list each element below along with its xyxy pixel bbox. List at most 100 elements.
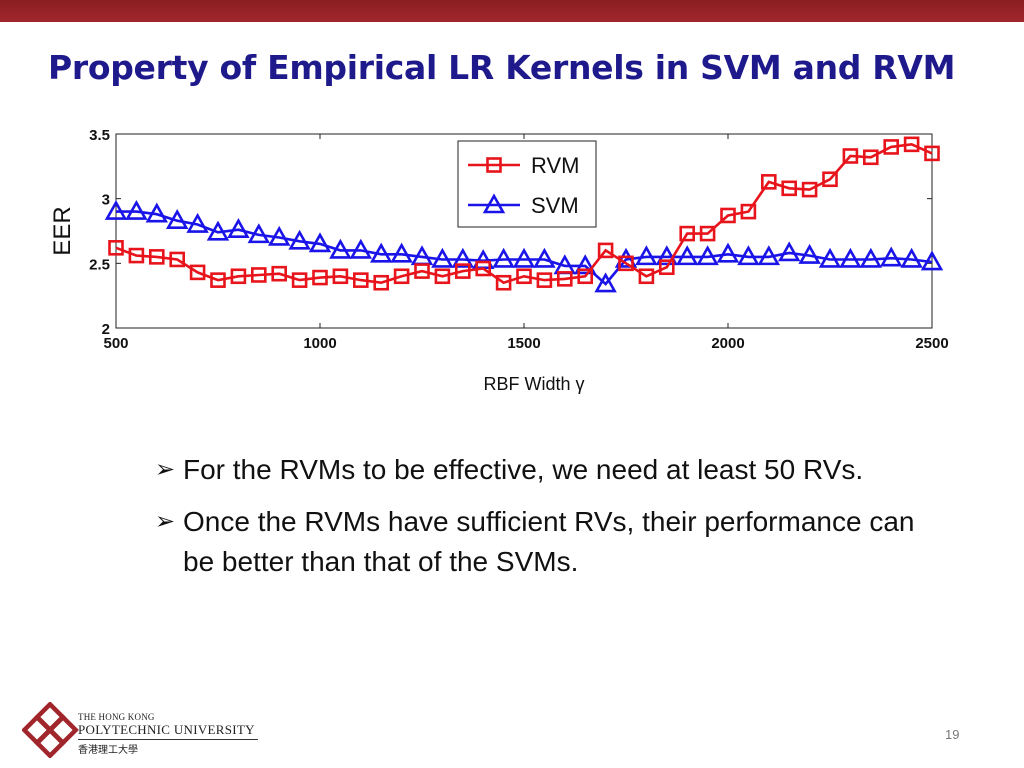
x-tick-label: 1500 <box>507 335 540 352</box>
data-point-rvm <box>822 171 838 188</box>
data-point-svm <box>655 245 679 266</box>
y-tick-label: 3 <box>102 192 110 209</box>
data-point-svm <box>533 247 556 268</box>
data-point-svm <box>757 245 781 266</box>
data-point-svm <box>349 238 373 259</box>
data-point-svm <box>839 247 862 268</box>
data-point-rvm <box>638 268 655 285</box>
data-point-svm <box>859 247 883 268</box>
data-point-rvm <box>210 272 226 288</box>
data-point-rvm <box>924 145 940 162</box>
legend-label: RVM <box>531 153 580 178</box>
y-tick-label: 2.5 <box>89 256 110 273</box>
bullet-item: ➢ For the RVMs to be effective, we need … <box>155 450 915 490</box>
data-point-svm <box>635 245 658 266</box>
data-point-rvm <box>883 139 900 155</box>
data-point-rvm <box>699 225 716 242</box>
data-point-svm <box>900 247 923 268</box>
data-point-rvm <box>618 255 634 272</box>
data-point-rvm <box>434 268 451 285</box>
data-point-rvm <box>658 259 675 276</box>
university-name: THE HONG KONG POLYTECHNIC UNIVERSITY 香港理… <box>78 712 258 756</box>
data-point-rvm <box>679 225 696 242</box>
data-point-svm <box>247 223 271 244</box>
data-point-rvm <box>352 272 369 288</box>
data-point-svm <box>104 199 128 220</box>
data-point-rvm <box>760 174 777 190</box>
university-name-line1: THE HONG KONG <box>78 712 155 722</box>
data-point-svm <box>390 242 413 263</box>
page-number: 19 <box>945 727 960 742</box>
bullet-item: ➢ Once the RVMs have sufficient RVs, the… <box>155 502 915 582</box>
data-point-svm <box>920 250 944 271</box>
data-point-rvm <box>128 247 145 264</box>
data-point-svm <box>206 220 230 241</box>
data-point-rvm <box>251 267 267 283</box>
data-point-svm <box>737 245 760 266</box>
university-name-chinese: 香港理工大學 <box>78 745 138 756</box>
x-tick-label: 500 <box>103 335 128 352</box>
data-point-svm <box>512 247 536 268</box>
data-point-rvm <box>169 251 185 268</box>
data-point-rvm <box>271 265 288 282</box>
data-point-svm <box>451 247 475 268</box>
data-point-rvm <box>414 263 430 279</box>
data-point-rvm <box>373 274 390 291</box>
data-point-rvm <box>781 180 798 197</box>
y-tick-label: 3.5 <box>89 127 110 144</box>
data-point-svm <box>492 247 515 268</box>
bullet-text: For the RVMs to be effective, we need at… <box>183 454 864 485</box>
data-point-svm <box>716 242 740 263</box>
data-point-svm <box>227 218 250 239</box>
data-point-rvm <box>475 260 492 277</box>
data-point-svm <box>818 247 842 268</box>
data-point-rvm <box>597 242 614 259</box>
polyu-logo-icon <box>22 702 79 758</box>
data-point-rvm <box>862 149 879 166</box>
data-point-rvm <box>454 263 471 279</box>
data-point-svm <box>431 247 454 268</box>
data-point-rvm <box>149 249 165 265</box>
slide-title: Property of Empirical LR Kernels in SVM … <box>48 48 956 87</box>
bullet-list: ➢ For the RVMs to be effective, we need … <box>155 450 915 594</box>
data-point-rvm <box>312 269 328 286</box>
data-point-svm <box>879 246 903 267</box>
data-point-svm <box>288 229 311 250</box>
data-point-rvm <box>291 272 308 288</box>
data-point-svm <box>696 245 719 266</box>
data-point-rvm <box>495 274 512 291</box>
x-axis-label: RBF Width γ <box>483 374 584 394</box>
data-point-rvm <box>332 268 349 285</box>
data-point-svm <box>165 209 189 229</box>
y-axis-label: EER <box>49 206 76 255</box>
top-accent-bar <box>0 0 1024 22</box>
y-tick-label: 2 <box>102 321 110 338</box>
data-point-rvm <box>556 271 573 287</box>
legend-marker-svm <box>482 193 506 214</box>
data-point-svm <box>186 212 209 233</box>
chart-legend: RVM SVM <box>457 140 597 228</box>
university-name-line2: POLYTECHNIC UNIVERSITY <box>78 722 258 740</box>
data-point-svm <box>369 242 393 263</box>
data-point-rvm <box>536 272 553 288</box>
data-point-rvm <box>108 240 124 256</box>
data-point-rvm <box>740 203 757 220</box>
data-point-rvm <box>393 268 410 285</box>
data-point-svm <box>329 238 352 259</box>
data-point-rvm <box>720 207 736 224</box>
data-point-svm <box>308 232 332 253</box>
data-point-svm <box>594 272 617 293</box>
data-point-svm <box>675 245 699 266</box>
data-point-rvm <box>516 268 532 285</box>
bullet-text: Once the RVMs have sufficient RVs, their… <box>183 506 915 577</box>
legend-label: SVM <box>531 193 579 218</box>
data-point-svm <box>267 225 291 246</box>
eer-line-chart: 500 1000 1500 2000 2500 2 2.5 3 3.5 RVM SVM EER RBF … <box>49 127 949 394</box>
data-point-rvm <box>189 264 206 281</box>
data-point-rvm <box>230 268 247 285</box>
x-tick-label: 2500 <box>915 335 948 352</box>
data-point-svm <box>798 243 821 264</box>
data-point-rvm <box>577 268 594 285</box>
data-point-svm <box>777 241 801 262</box>
data-point-svm <box>614 247 638 268</box>
